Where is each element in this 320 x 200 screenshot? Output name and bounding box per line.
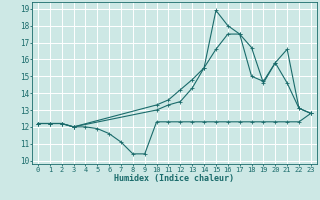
X-axis label: Humidex (Indice chaleur): Humidex (Indice chaleur) [115, 174, 234, 183]
